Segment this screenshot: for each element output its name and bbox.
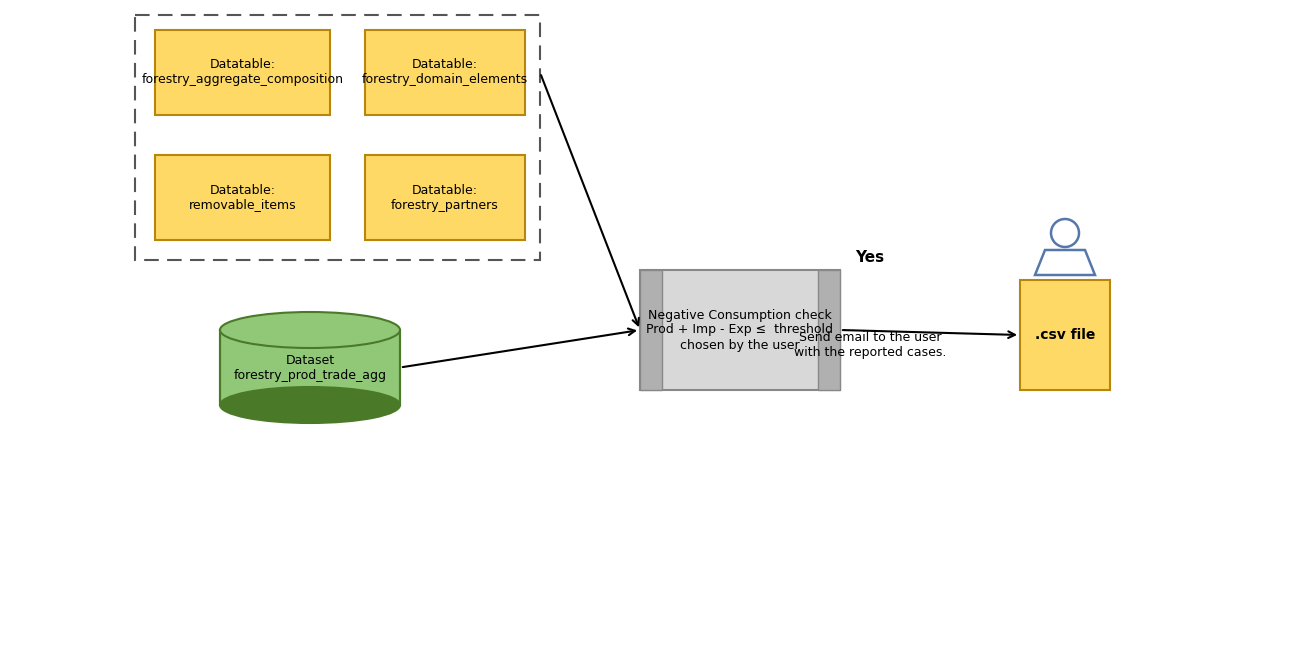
Text: Yes: Yes bbox=[855, 251, 884, 265]
FancyBboxPatch shape bbox=[640, 270, 840, 390]
FancyBboxPatch shape bbox=[155, 30, 330, 115]
FancyBboxPatch shape bbox=[818, 270, 840, 390]
Polygon shape bbox=[220, 330, 400, 405]
Text: Datatable:
forestry_domain_elements: Datatable: forestry_domain_elements bbox=[361, 59, 528, 86]
FancyBboxPatch shape bbox=[1020, 280, 1110, 390]
Ellipse shape bbox=[1050, 219, 1079, 247]
Text: Datatable:
forestry_aggregate_composition: Datatable: forestry_aggregate_compositio… bbox=[142, 59, 343, 86]
Text: .csv file: .csv file bbox=[1035, 328, 1095, 342]
FancyBboxPatch shape bbox=[155, 155, 330, 240]
Text: Datatable:
forestry_partners: Datatable: forestry_partners bbox=[391, 183, 499, 211]
Text: Negative Consumption check
Prod + Imp - Exp ≤  threshold
chosen by the user: Negative Consumption check Prod + Imp - … bbox=[646, 308, 833, 352]
Polygon shape bbox=[1035, 250, 1095, 275]
Text: Dataset
forestry_prod_trade_agg: Dataset forestry_prod_trade_agg bbox=[234, 354, 386, 381]
Ellipse shape bbox=[220, 387, 400, 423]
FancyBboxPatch shape bbox=[640, 270, 662, 390]
Ellipse shape bbox=[220, 312, 400, 348]
Text: Send email to the user
with the reported cases.: Send email to the user with the reported… bbox=[794, 331, 946, 359]
FancyBboxPatch shape bbox=[365, 155, 525, 240]
Text: Datatable:
removable_items: Datatable: removable_items bbox=[188, 183, 296, 211]
FancyBboxPatch shape bbox=[365, 30, 525, 115]
